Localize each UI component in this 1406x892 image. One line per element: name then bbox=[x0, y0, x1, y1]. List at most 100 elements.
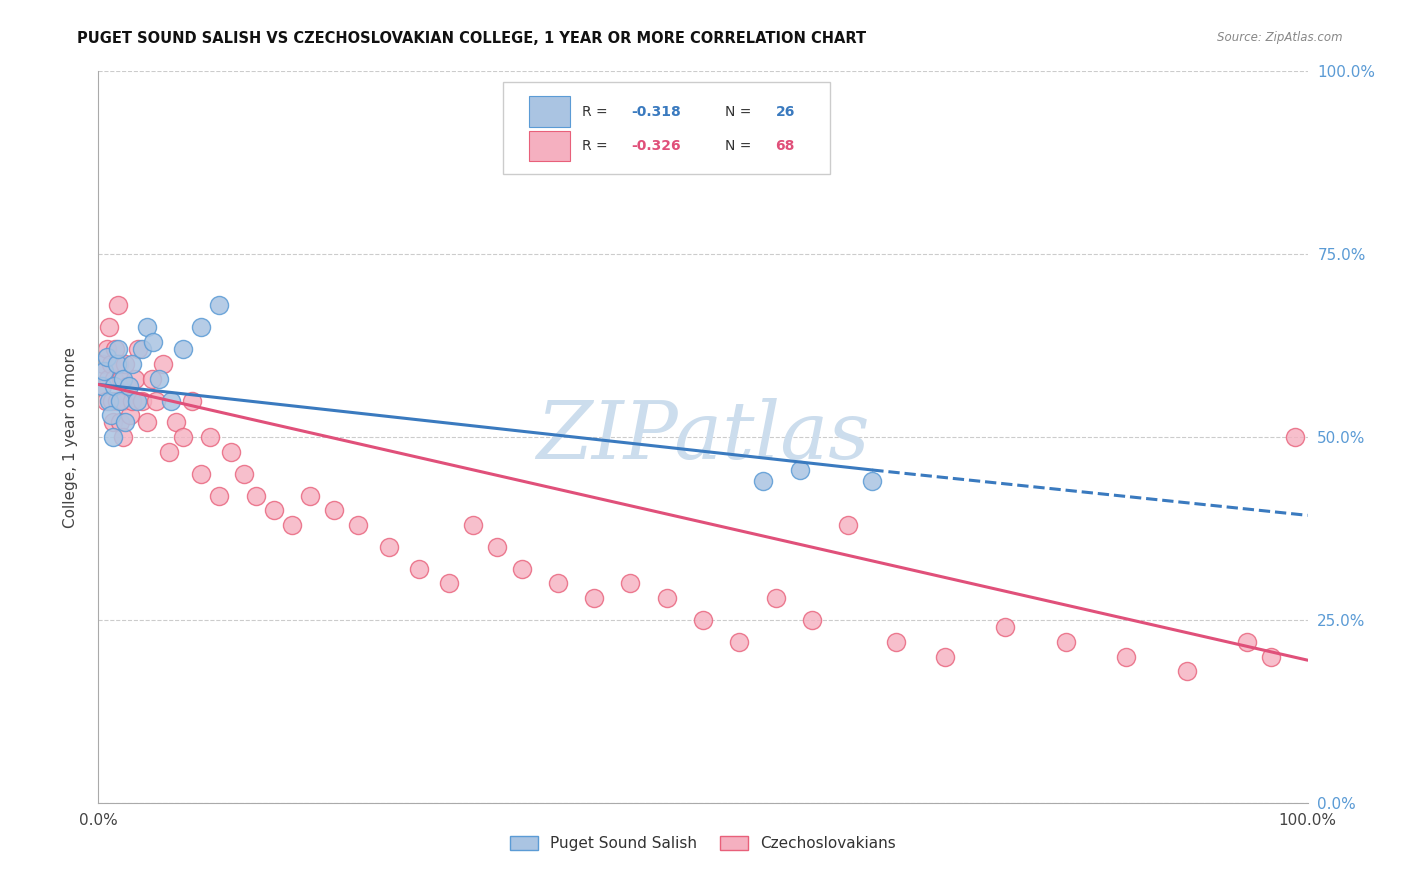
Point bbox=[157, 444, 180, 458]
Point bbox=[93, 364, 115, 378]
Point bbox=[752, 474, 775, 488]
Point bbox=[190, 320, 212, 334]
Text: N =: N = bbox=[724, 139, 755, 153]
Point bbox=[114, 357, 136, 371]
Point bbox=[121, 357, 143, 371]
Point bbox=[141, 371, 163, 385]
Point bbox=[655, 591, 678, 605]
Point bbox=[510, 562, 533, 576]
Point bbox=[96, 350, 118, 364]
Point bbox=[103, 371, 125, 385]
Point bbox=[135, 320, 157, 334]
Point bbox=[1260, 649, 1282, 664]
Point bbox=[1236, 635, 1258, 649]
Point bbox=[118, 408, 141, 422]
Point bbox=[486, 540, 509, 554]
Point bbox=[208, 298, 231, 312]
Point bbox=[692, 613, 714, 627]
Point bbox=[103, 379, 125, 393]
Point bbox=[91, 357, 114, 371]
Point bbox=[263, 503, 285, 517]
Text: ZIPatlas: ZIPatlas bbox=[536, 399, 870, 475]
Point bbox=[160, 393, 183, 408]
FancyBboxPatch shape bbox=[529, 96, 569, 127]
Point bbox=[124, 371, 146, 385]
Point bbox=[118, 379, 141, 393]
Point bbox=[108, 393, 131, 408]
Point bbox=[131, 393, 153, 408]
Point bbox=[1054, 635, 1077, 649]
Point bbox=[619, 576, 641, 591]
Point bbox=[100, 357, 122, 371]
Point bbox=[994, 620, 1017, 634]
Text: N =: N = bbox=[724, 104, 755, 119]
Point bbox=[100, 408, 122, 422]
Point bbox=[96, 343, 118, 357]
Point bbox=[111, 371, 134, 385]
Point bbox=[152, 357, 174, 371]
Text: PUGET SOUND SALISH VS CZECHOSLOVAKIAN COLLEGE, 1 YEAR OR MORE CORRELATION CHART: PUGET SOUND SALISH VS CZECHOSLOVAKIAN CO… bbox=[77, 31, 866, 46]
Point bbox=[789, 463, 811, 477]
Point bbox=[98, 393, 121, 408]
Point bbox=[105, 393, 128, 408]
Point bbox=[127, 343, 149, 357]
Point bbox=[105, 357, 128, 371]
Point bbox=[101, 430, 124, 444]
Point bbox=[232, 467, 254, 481]
Point bbox=[111, 393, 134, 408]
Y-axis label: College, 1 year or more: College, 1 year or more bbox=[63, 347, 77, 527]
Point bbox=[1284, 430, 1306, 444]
Point bbox=[547, 576, 569, 591]
Point bbox=[135, 416, 157, 430]
Point bbox=[408, 562, 430, 576]
Point bbox=[101, 416, 124, 430]
Point bbox=[728, 635, 751, 649]
FancyBboxPatch shape bbox=[529, 130, 569, 161]
Point bbox=[180, 393, 202, 408]
Point bbox=[111, 430, 134, 444]
Point bbox=[145, 393, 167, 408]
Point bbox=[299, 489, 322, 503]
Text: -0.318: -0.318 bbox=[631, 104, 682, 119]
Point bbox=[97, 371, 120, 385]
Point bbox=[172, 430, 194, 444]
Point bbox=[860, 474, 883, 488]
Point bbox=[114, 416, 136, 430]
Point bbox=[108, 416, 131, 430]
Point bbox=[281, 517, 304, 532]
Point bbox=[463, 517, 485, 532]
Point bbox=[91, 379, 114, 393]
Legend: Puget Sound Salish, Czechoslovakians: Puget Sound Salish, Czechoslovakians bbox=[505, 830, 901, 857]
Point bbox=[934, 649, 956, 664]
Point bbox=[98, 320, 121, 334]
Point bbox=[198, 430, 221, 444]
Point bbox=[100, 393, 122, 408]
Point bbox=[104, 343, 127, 357]
Point bbox=[131, 343, 153, 357]
Point bbox=[1175, 664, 1198, 678]
Point bbox=[1115, 649, 1137, 664]
Point bbox=[437, 576, 460, 591]
Point bbox=[837, 517, 859, 532]
Point bbox=[800, 613, 823, 627]
Point bbox=[107, 298, 129, 312]
Point bbox=[765, 591, 787, 605]
Point bbox=[190, 467, 212, 481]
Point bbox=[347, 517, 370, 532]
Point bbox=[377, 540, 399, 554]
Point bbox=[583, 591, 606, 605]
Point bbox=[165, 416, 187, 430]
Point bbox=[117, 379, 139, 393]
Point bbox=[107, 343, 129, 357]
Text: R =: R = bbox=[582, 104, 612, 119]
Text: -0.326: -0.326 bbox=[631, 139, 682, 153]
Point bbox=[172, 343, 194, 357]
Point bbox=[94, 393, 117, 408]
Point bbox=[886, 635, 908, 649]
Text: R =: R = bbox=[582, 139, 612, 153]
Point bbox=[108, 357, 131, 371]
Text: 26: 26 bbox=[776, 104, 794, 119]
Point bbox=[110, 371, 132, 385]
Text: Source: ZipAtlas.com: Source: ZipAtlas.com bbox=[1218, 31, 1343, 45]
FancyBboxPatch shape bbox=[503, 82, 830, 174]
